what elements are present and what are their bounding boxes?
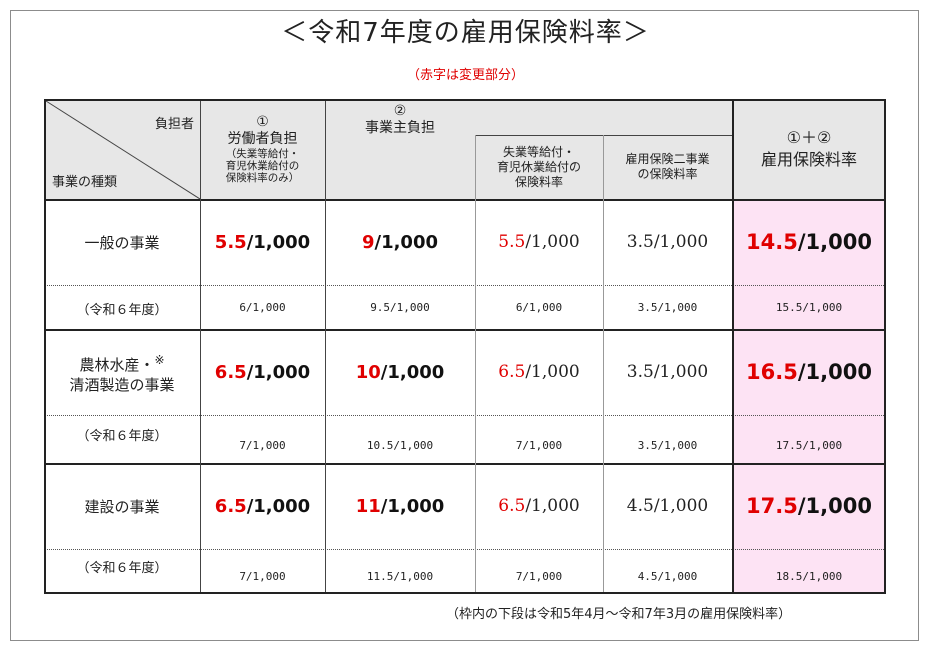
cell-emp-b-agri: 3.5/1,000 <box>626 362 709 382</box>
prev-label-agri: （令和６年度） <box>76 429 168 444</box>
prev-emp-b-construction: 4.5/1,000 <box>637 570 698 583</box>
rule-col-5 <box>732 99 734 594</box>
cell-total-agri: 16.5/1,000 <box>746 360 872 384</box>
rule-row-1 <box>44 329 886 331</box>
header-emp-a-3: 保険料率 <box>514 174 563 189</box>
header-total: ①＋② 雇用保険料率 <box>732 99 886 199</box>
prev-label-general: （令和６年度） <box>76 303 168 318</box>
header-employer-bg <box>325 99 732 199</box>
cell-emp-b-general: 3.5/1,000 <box>626 232 709 252</box>
header-emp-b-1: 雇用保険二事業 <box>625 152 710 166</box>
footnote: （枠内の下段は令和5年4月～令和7年3月の雇用保険料率） <box>446 607 792 622</box>
page-subtitle: （赤字は変更部分） <box>406 68 524 83</box>
header-worker-mark: ① <box>256 114 269 130</box>
cell-employer-general: 9/1,000 <box>361 231 439 253</box>
prev-total-agri: 17.5/1,000 <box>775 438 843 452</box>
cell-emp-a-general: 5.5/1,000 <box>498 232 580 252</box>
corner-diagonal <box>45 100 200 199</box>
header-worker-note-3: 保険料率のみ） <box>225 172 300 184</box>
cell-worker-construction: 6.5/1,000 <box>214 495 311 517</box>
prev-emp-a-general: 6/1,000 <box>515 300 563 314</box>
page-title: ＜令和7年度の雇用保険料率＞ <box>281 18 650 48</box>
prev-total-construction: 18.5/1,000 <box>775 570 843 583</box>
rule-dot-1 <box>44 285 886 286</box>
header-employer-a: 失業等給付・ 育児休業給付の 保険料率 <box>475 135 603 199</box>
rule-col-1 <box>200 99 201 594</box>
row-label-agri-mark: ※ <box>154 352 165 367</box>
prev-emp-b-general: 3.5/1,000 <box>637 300 698 314</box>
prev-employer-construction: 11.5/1,000 <box>366 570 434 583</box>
header-worker-note-1: （失業等給付・ <box>225 148 300 160</box>
rule-row-2 <box>44 463 886 465</box>
rule-col-3 <box>475 135 476 594</box>
cell-emp-b-construction: 4.5/1,000 <box>626 496 709 516</box>
rule-col-4 <box>603 135 604 594</box>
header-employer-title: 事業主負担 <box>365 120 435 136</box>
table-border <box>44 99 886 594</box>
rule-dot-2 <box>44 415 886 416</box>
cell-total-construction: 17.5/1,000 <box>746 494 872 518</box>
cell-total-general: 14.5/1,000 <box>746 230 872 254</box>
rate-table: 負担者 事業の種類 ① 労働者負担 （失業等給付・ 育児休業給付の 保険料率のみ… <box>44 99 886 594</box>
prev-worker-agri: 7/1,000 <box>239 438 286 452</box>
rule-col-2 <box>325 99 326 594</box>
header-employer-mark: ② <box>393 103 407 119</box>
header-worker: ① 労働者負担 （失業等給付・ 育児休業給付の 保険料率のみ） <box>200 103 325 195</box>
cell-employer-construction: 11/1,000 <box>355 495 445 517</box>
row-label-agri-2: 清酒製造の事業 <box>69 375 175 394</box>
header-employer: ② 事業主負担 <box>325 103 475 153</box>
row-label-construction: 建設の事業 <box>84 497 160 516</box>
rule-dot-3 <box>44 549 886 550</box>
prev-employer-general: 9.5/1,000 <box>370 300 430 314</box>
header-total-bg <box>732 99 886 199</box>
prev-emp-a-construction: 7/1,000 <box>515 570 563 583</box>
prev-worker-construction: 7/1,000 <box>239 570 286 583</box>
header-total-mark: ①＋② <box>786 128 832 147</box>
row-label-agri: 農林水産・※ 清酒製造の事業 <box>44 329 200 415</box>
header-emp-a-1: 失業等給付・ <box>502 144 575 159</box>
prev-employer-agri: 10.5/1,000 <box>366 438 434 452</box>
rule-header-bottom <box>44 199 886 201</box>
prev-emp-b-agri: 3.5/1,000 <box>637 438 698 452</box>
header-corner-bottom: 事業の種類 <box>52 174 118 190</box>
header-worker-bg <box>200 99 325 199</box>
header-worker-note-2: 育児休業給付の <box>225 160 300 172</box>
header-worker-title: 労働者負担 <box>227 131 298 147</box>
header-emp-b-2: の保険料率 <box>637 167 698 181</box>
header-total-title: 雇用保険料率 <box>760 150 857 169</box>
prev-label-construction: （令和６年度） <box>76 561 168 576</box>
total-column-bg <box>732 199 886 594</box>
cell-emp-a-construction: 6.5/1,000 <box>498 496 580 516</box>
header-corner-top: 負担者 <box>154 116 194 132</box>
row-label-general: 一般の事業 <box>84 233 160 252</box>
cell-worker-general: 5.5/1,000 <box>214 231 311 253</box>
prev-total-general: 15.5/1,000 <box>775 300 843 314</box>
cell-emp-a-agri: 6.5/1,000 <box>498 362 580 382</box>
cell-worker-agri: 6.5/1,000 <box>214 361 311 383</box>
prev-worker-general: 6/1,000 <box>239 300 286 314</box>
prev-emp-a-agri: 7/1,000 <box>515 438 563 452</box>
header-employer-b: 雇用保険二事業 の保険料率 <box>603 135 732 199</box>
header-emp-a-2: 育児休業給付の <box>496 159 581 174</box>
cell-employer-agri: 10/1,000 <box>355 361 445 383</box>
row-label-agri-1: 農林水産・ <box>79 355 155 374</box>
